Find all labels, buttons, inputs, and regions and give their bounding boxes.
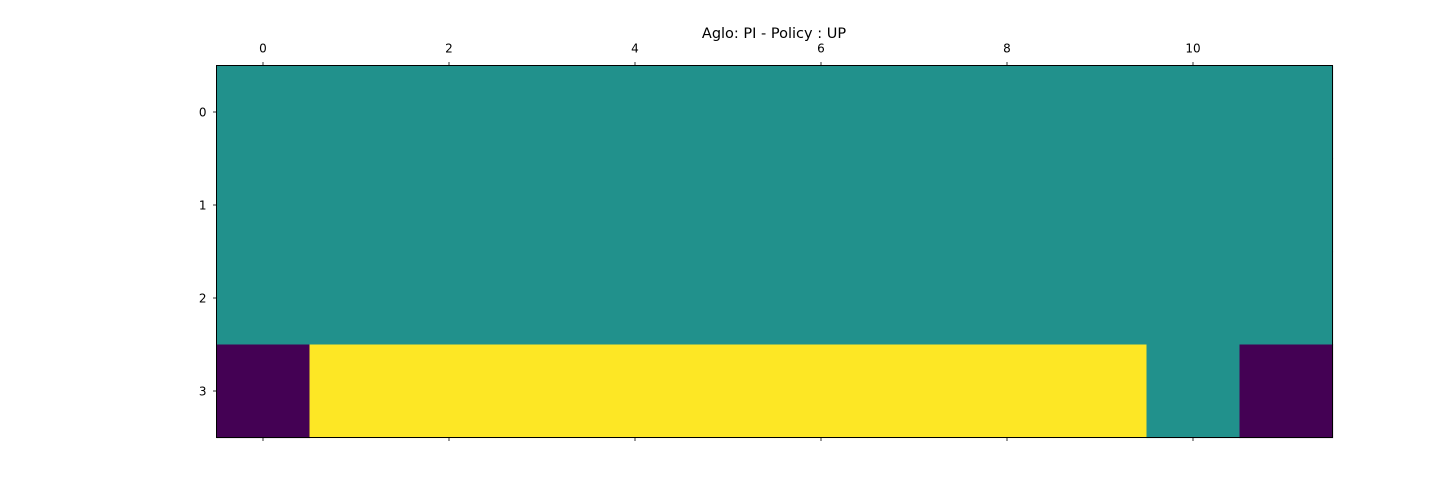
- y-tick-label: 1: [199, 199, 207, 213]
- heatmap-cell: [960, 251, 1055, 346]
- y-tick-label: 3: [199, 385, 207, 399]
- heatmap-cell: [681, 158, 776, 253]
- heatmap-cell: [1146, 65, 1241, 160]
- heatmap-cell: [402, 251, 497, 346]
- heatmap-cell: [960, 344, 1055, 439]
- heatmap-cell: [1146, 251, 1241, 346]
- heatmap-cell: [1053, 158, 1148, 253]
- x-tick-label: 0: [259, 42, 267, 56]
- heatmap-cell: [309, 158, 404, 253]
- heatmap-cell: [681, 65, 776, 160]
- y-axis: 0 1 2 3: [199, 106, 217, 399]
- heatmap-cell: [867, 65, 962, 160]
- heatmap-cell: [1053, 344, 1148, 439]
- x-axis: 0 2 4 6 8 10: [259, 42, 1201, 441]
- heatmap-cell: [495, 251, 590, 346]
- x-tick-label: 2: [445, 42, 453, 56]
- heatmap-cell: [774, 158, 869, 253]
- heatmap-cell: [309, 344, 404, 439]
- y-tick-label: 0: [199, 106, 207, 120]
- y-tick-label: 2: [199, 292, 207, 306]
- heatmap-cell: [402, 344, 497, 439]
- heatmap-cells: [216, 65, 1334, 439]
- heatmap-cell: [216, 251, 311, 346]
- heatmap-cell: [867, 251, 962, 346]
- heatmap-cell: [681, 251, 776, 346]
- heatmap-cell: [588, 65, 683, 160]
- x-tick-label: 10: [1185, 42, 1200, 56]
- x-tick-label: 4: [631, 42, 639, 56]
- x-tick-label: 8: [1003, 42, 1011, 56]
- heatmap-cell: [867, 158, 962, 253]
- heatmap-cell: [1239, 344, 1334, 439]
- heatmap-cell: [216, 344, 311, 439]
- heatmap-cell: [402, 65, 497, 160]
- heatmap-cell: [867, 344, 962, 439]
- heatmap-cell: [1146, 344, 1241, 439]
- heatmap-cell: [960, 65, 1055, 160]
- heatmap-cell: [1053, 251, 1148, 346]
- heatmap-cell: [774, 65, 869, 160]
- heatmap-cell: [681, 344, 776, 439]
- heatmap-cell: [588, 251, 683, 346]
- heatmap-cell: [1239, 158, 1334, 253]
- heatmap-cell: [216, 158, 311, 253]
- heatmap-cell: [960, 158, 1055, 253]
- plot-frame: [216, 65, 1333, 438]
- chart-title: Aglo: PI - Policy : UP: [702, 26, 846, 42]
- heatmap-cell: [309, 65, 404, 160]
- heatmap-cell: [1053, 65, 1148, 160]
- heatmap-cell: [588, 158, 683, 253]
- heatmap-cell: [309, 251, 404, 346]
- heatmap-cell: [495, 344, 590, 439]
- heatmap-cell: [774, 251, 869, 346]
- heatmap-cell: [588, 344, 683, 439]
- heatmap-cell: [402, 158, 497, 253]
- heatmap-cell: [1146, 158, 1241, 253]
- x-tick-label: 6: [817, 42, 825, 56]
- heatmap-cell: [1239, 251, 1334, 346]
- heatmap-cell: [216, 65, 311, 160]
- heatmap-cell: [495, 158, 590, 253]
- heatmap-cell: [495, 65, 590, 160]
- heatmap-cell: [1239, 65, 1334, 160]
- heatmap-cell: [774, 344, 869, 439]
